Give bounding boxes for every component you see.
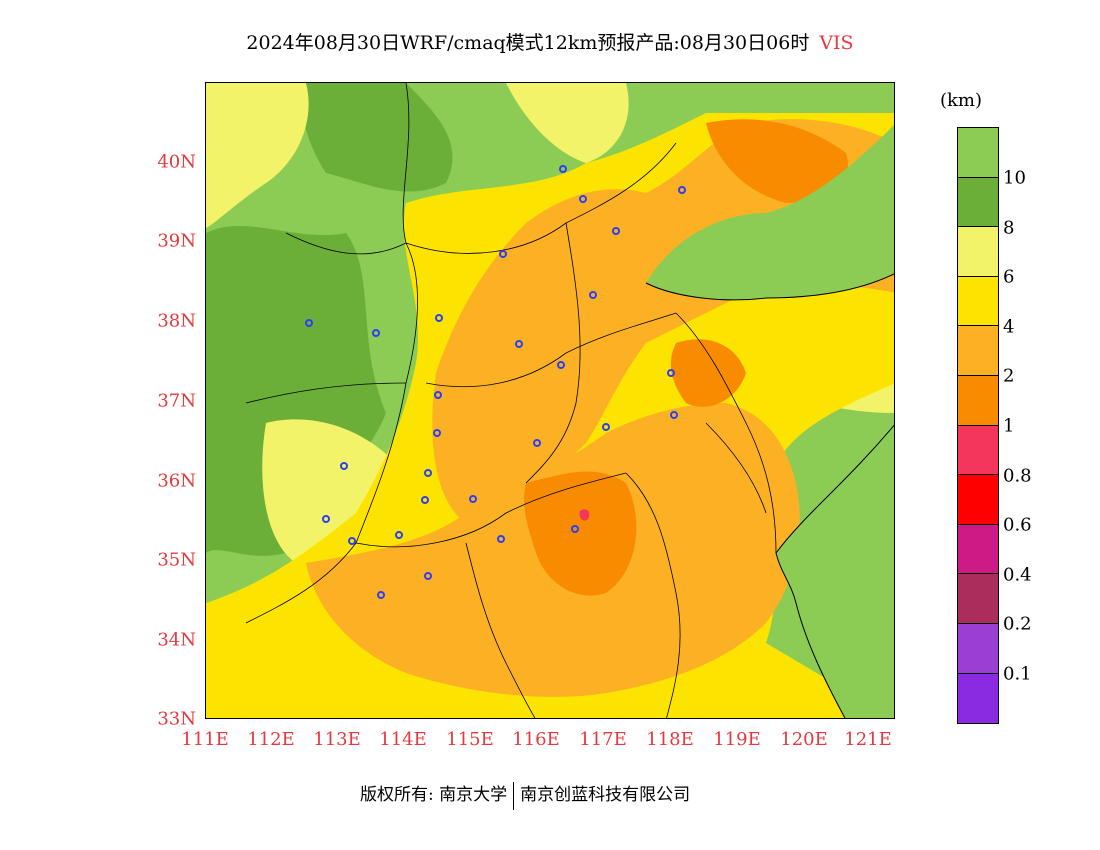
coastline-bohai xyxy=(645,273,894,301)
legend-swatch xyxy=(958,623,998,674)
lon-label-115e: 115E xyxy=(446,729,494,750)
lat-label-38n: 38N xyxy=(157,310,196,332)
station-marker xyxy=(305,319,313,327)
station-marker xyxy=(602,423,610,431)
legend-swatch xyxy=(958,276,998,327)
station-markers xyxy=(305,165,686,599)
map-canvas xyxy=(206,83,894,718)
lon-label-117e: 117E xyxy=(579,729,627,750)
legend-label: 4 xyxy=(1003,316,1015,338)
copyright-footer: 版权所有: 南京大学 南京创蓝科技有限公司 xyxy=(360,780,690,810)
lon-label-113e: 113E xyxy=(313,729,361,750)
station-marker xyxy=(589,291,597,299)
legend-swatch xyxy=(958,425,998,476)
station-marker xyxy=(421,496,429,504)
legend-label: 0.6 xyxy=(1003,514,1032,536)
station-marker xyxy=(424,469,432,477)
legend-swatch xyxy=(958,177,998,228)
company-text: 南京创蓝科技有限公司 xyxy=(520,785,691,805)
station-marker xyxy=(571,525,579,533)
legend-label: 2 xyxy=(1003,365,1015,387)
station-marker xyxy=(497,535,505,543)
band-light-yellow-n xyxy=(506,83,629,163)
legend-label: 0.8 xyxy=(1003,465,1032,487)
band-light-yellow-w xyxy=(262,419,396,563)
station-marker xyxy=(499,250,507,258)
lon-label-114e: 114E xyxy=(379,729,427,750)
lat-label-35n: 35N xyxy=(157,549,196,571)
legend-swatch xyxy=(958,475,998,525)
station-marker xyxy=(559,165,567,173)
station-marker xyxy=(348,537,356,545)
lon-label-120e: 120E xyxy=(780,729,828,750)
station-marker xyxy=(533,439,541,447)
station-marker xyxy=(557,361,565,369)
legend-label: 8 xyxy=(1003,217,1015,239)
band-dark-green-north xyxy=(296,83,453,192)
legend-label: 1 xyxy=(1003,415,1015,437)
legend-swatch xyxy=(958,326,998,376)
legend-label: 0.4 xyxy=(1003,564,1032,586)
legend-swatch xyxy=(958,128,998,178)
map-title: 2024年08月30日WRF/cmaq模式12km预报产品:08月30日06时 V… xyxy=(0,28,1100,55)
station-marker xyxy=(670,411,678,419)
legend-label: 6 xyxy=(1003,266,1015,288)
lon-label-119e: 119E xyxy=(713,729,761,750)
station-marker xyxy=(678,186,686,194)
station-marker xyxy=(322,515,330,523)
band-red-spot xyxy=(579,509,590,521)
band-deep-orange-east xyxy=(670,339,746,407)
station-marker xyxy=(434,391,442,399)
station-marker xyxy=(579,195,587,203)
legend-label: 10 xyxy=(1003,167,1026,189)
legend-swatch xyxy=(958,375,998,426)
lat-label-37n: 37N xyxy=(157,390,196,412)
station-marker xyxy=(340,462,348,470)
lat-label-34n: 34N xyxy=(157,629,196,651)
band-deep-orange-ne xyxy=(706,119,848,203)
color-legend xyxy=(957,127,999,725)
legend-swatch xyxy=(958,227,998,277)
station-marker xyxy=(515,340,523,348)
station-marker xyxy=(667,369,675,377)
station-marker xyxy=(612,227,620,235)
legend-label: 0.2 xyxy=(1003,613,1032,635)
station-marker xyxy=(433,429,441,437)
title-variable: VIS xyxy=(819,32,854,54)
legend-swatch xyxy=(958,524,998,575)
lat-label-40n: 40N xyxy=(157,151,196,173)
station-marker xyxy=(372,329,380,337)
band-light-yellow-nw xyxy=(206,83,309,228)
station-marker xyxy=(395,531,403,539)
lat-label-39n: 39N xyxy=(157,230,196,252)
lon-label-111e: 111E xyxy=(181,729,229,750)
lat-label-36n: 36N xyxy=(157,470,196,492)
lon-label-121e: 121E xyxy=(844,729,892,750)
band-deep-orange-center xyxy=(524,471,637,596)
station-marker xyxy=(469,495,477,503)
visibility-map xyxy=(205,82,895,719)
sea-bohai xyxy=(646,124,894,300)
lon-label-118e: 118E xyxy=(646,729,694,750)
station-marker xyxy=(377,591,385,599)
sea-yellow xyxy=(776,425,894,718)
lon-label-116e: 116E xyxy=(512,729,560,750)
legend-unit: (km) xyxy=(940,90,983,111)
station-marker xyxy=(424,572,432,580)
title-text: 2024年08月30日WRF/cmaq模式12km预报产品:08月30日06时 xyxy=(246,32,810,54)
copyright-text: 版权所有: 南京大学 xyxy=(360,785,508,805)
legend-swatch xyxy=(958,673,998,724)
station-marker xyxy=(435,314,443,322)
lat-label-33n: 33N xyxy=(157,708,196,730)
footer-divider xyxy=(513,781,515,810)
coastline-yellow-sea xyxy=(775,424,894,718)
lon-label-112e: 112E xyxy=(247,729,295,750)
legend-label: 0.1 xyxy=(1003,663,1032,685)
boundary-lines xyxy=(245,83,777,718)
legend-swatch xyxy=(958,574,998,624)
